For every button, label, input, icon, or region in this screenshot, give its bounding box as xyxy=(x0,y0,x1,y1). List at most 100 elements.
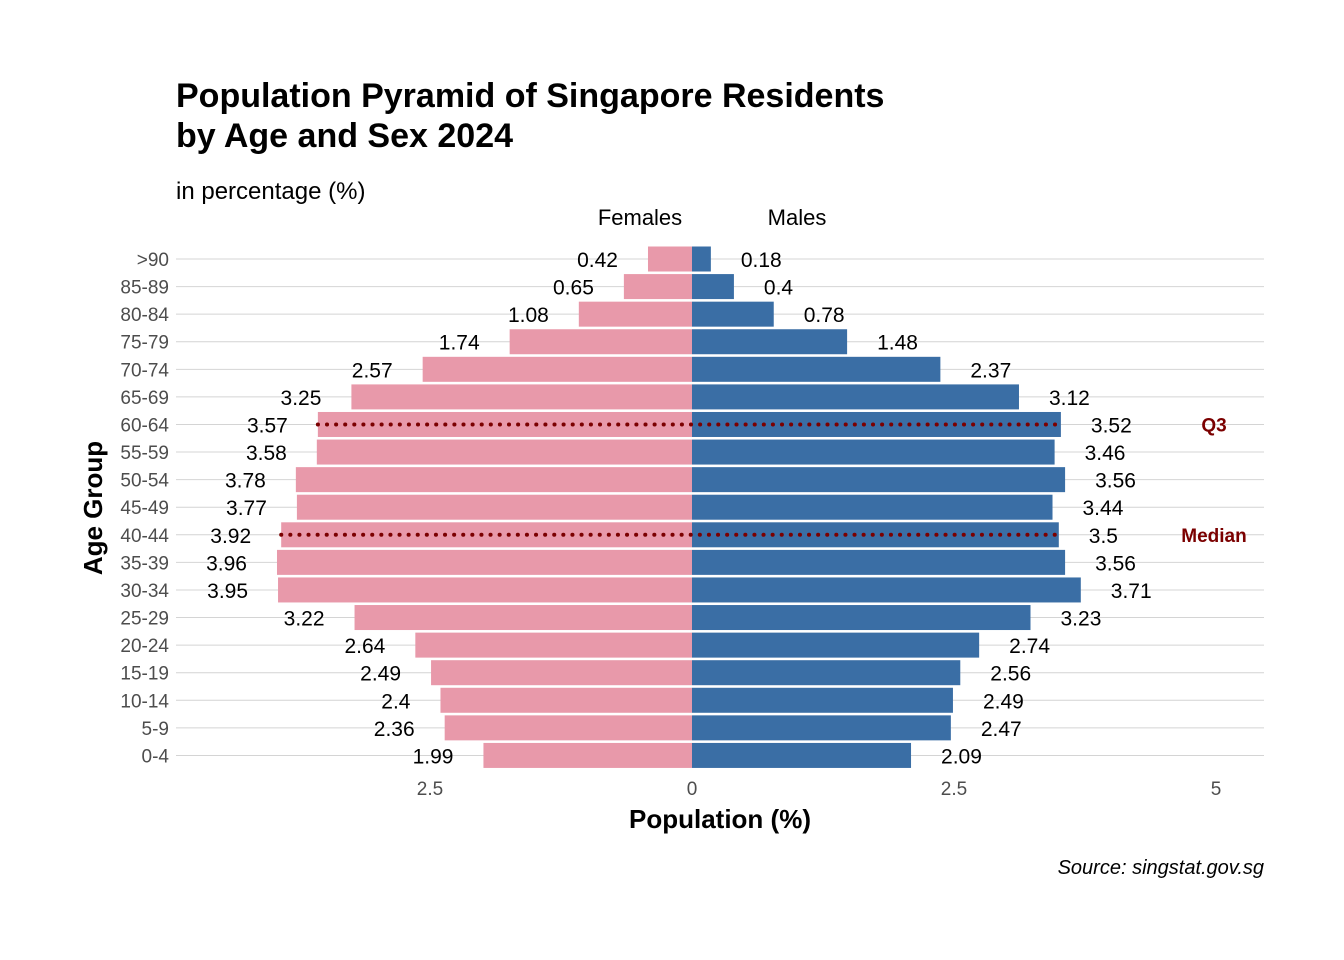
male-bar-35-39 xyxy=(692,549,1066,575)
female-value-label: 2.57 xyxy=(352,359,393,382)
y-axis-title: Age Group xyxy=(78,441,108,575)
male-bar-55-59 xyxy=(692,439,1055,465)
male-value-label: 3.56 xyxy=(1095,470,1136,493)
y-tick-label: 70-74 xyxy=(120,360,169,381)
male-value-label: 2.09 xyxy=(941,745,982,768)
female-value-label: 3.77 xyxy=(226,497,267,520)
male-value-label: 2.56 xyxy=(990,663,1031,686)
male-bar-20-24 xyxy=(692,632,980,658)
male-value-label: 0.4 xyxy=(764,277,794,300)
male-value-label: 3.23 xyxy=(1061,608,1102,631)
male-value-label: 3.56 xyxy=(1095,552,1136,575)
male-bar-5-9 xyxy=(692,715,951,741)
chart-title-line-2: by Age and Sex 2024 xyxy=(176,117,514,155)
x-tick-label: 2.5 xyxy=(941,779,967,800)
reference-line-layer xyxy=(279,422,1063,537)
bar-layer xyxy=(276,246,1081,768)
y-tick-label: 65-69 xyxy=(120,388,169,409)
female-bar-25-29 xyxy=(354,605,692,631)
male-bar-75-79 xyxy=(692,329,848,355)
male-value-label: 0.18 xyxy=(741,249,782,272)
female-value-label: 1.74 xyxy=(439,332,480,355)
y-tick-label: 15-19 xyxy=(120,664,169,685)
male-value-label: 3.46 xyxy=(1085,442,1126,465)
males-side-label: Males xyxy=(768,205,827,230)
female-bar-55-59 xyxy=(316,439,692,465)
y-tick-label: 60-64 xyxy=(120,415,169,436)
female-bar-15-19 xyxy=(431,660,692,686)
female-value-label: 3.58 xyxy=(246,442,287,465)
y-tick-label: 55-59 xyxy=(120,443,169,464)
male-value-label: 2.37 xyxy=(970,359,1011,382)
male-bar-0-4 xyxy=(692,742,912,768)
female-value-label: 0.42 xyxy=(577,249,618,272)
x-tick-label: 5 xyxy=(1211,779,1222,800)
male-bar-50-54 xyxy=(692,467,1066,493)
y-tick-label: 0-4 xyxy=(142,746,170,767)
female-bar-0-4 xyxy=(483,742,692,768)
x-tick-label: 2.5 xyxy=(417,779,443,800)
y-tick-label: 5-9 xyxy=(142,719,169,740)
female-bar-50-54 xyxy=(295,467,692,493)
female-bar-45-49 xyxy=(296,494,692,520)
female-bar-70-74 xyxy=(422,356,692,382)
female-value-label: 3.22 xyxy=(284,608,325,631)
x-tick-label: 0 xyxy=(687,779,698,800)
female-bar-40-44 xyxy=(281,522,692,548)
chart-title: Population Pyramid of Singapore Resident… xyxy=(176,76,884,156)
female-value-label: 1.99 xyxy=(413,745,454,768)
y-tick-label: 75-79 xyxy=(120,333,169,354)
male-bar->90 xyxy=(692,246,711,272)
male-bar-25-29 xyxy=(692,605,1031,631)
source-caption: Source: singstat.gov.sg xyxy=(1057,857,1264,879)
female-value-label: 2.36 xyxy=(374,718,415,741)
female-bar-65-69 xyxy=(351,384,692,410)
female-value-label: 3.25 xyxy=(281,387,322,410)
female-value-label: 2.64 xyxy=(344,635,385,658)
male-value-label: 3.44 xyxy=(1083,497,1124,520)
female-value-label: 3.96 xyxy=(206,552,247,575)
male-value-label: 0.78 xyxy=(804,304,845,327)
reference-label-median: Median xyxy=(1181,526,1246,547)
male-bar-85-89 xyxy=(692,274,734,300)
female-bar-35-39 xyxy=(276,549,692,575)
male-value-label: 3.12 xyxy=(1049,387,1090,410)
female-bar-5-9 xyxy=(444,715,692,741)
female-value-label: 3.78 xyxy=(225,470,266,493)
y-tick-label: 25-29 xyxy=(120,609,169,630)
female-bar-80-84 xyxy=(578,301,692,327)
y-tick-label: 10-14 xyxy=(120,691,169,712)
y-tick-label: 50-54 xyxy=(120,471,169,492)
female-bar->90 xyxy=(647,246,692,272)
male-bar-80-84 xyxy=(692,301,774,327)
female-bar-85-89 xyxy=(623,274,692,300)
female-value-label: 3.92 xyxy=(210,525,251,548)
y-tick-label: 40-44 xyxy=(120,526,169,547)
female-value-label: 1.08 xyxy=(508,304,549,327)
female-value-label: 3.95 xyxy=(207,580,248,603)
male-value-label: 3.52 xyxy=(1091,414,1132,437)
male-bar-45-49 xyxy=(692,494,1053,520)
female-bar-75-79 xyxy=(509,329,692,355)
y-tick-label: 30-34 xyxy=(120,581,169,602)
female-value-label: 2.49 xyxy=(360,663,401,686)
label-layer: 0-4 5-9 10-14 15-19 20-24 25-29 30-34 35-39 40-4… xyxy=(120,249,1246,800)
x-axis-title: Population (%) xyxy=(629,804,811,834)
male-bar-70-74 xyxy=(692,356,941,382)
male-value-label: 1.48 xyxy=(877,332,918,355)
y-tick-label: 45-49 xyxy=(120,498,169,519)
y-tick-label: >90 xyxy=(137,250,169,271)
female-bar-30-34 xyxy=(278,577,692,603)
female-value-label: 2.4 xyxy=(381,690,411,713)
y-tick-label: 85-89 xyxy=(120,278,169,299)
male-value-label: 3.71 xyxy=(1111,580,1152,603)
female-bar-20-24 xyxy=(415,632,692,658)
y-tick-label: 80-84 xyxy=(120,305,169,326)
male-value-label: 3.5 xyxy=(1089,525,1118,548)
male-bar-15-19 xyxy=(692,660,961,686)
female-bar-10-14 xyxy=(440,687,692,713)
female-value-label: 3.57 xyxy=(247,414,288,437)
male-value-label: 2.49 xyxy=(983,690,1024,713)
chart-subtitle: in percentage (%) xyxy=(176,178,366,205)
